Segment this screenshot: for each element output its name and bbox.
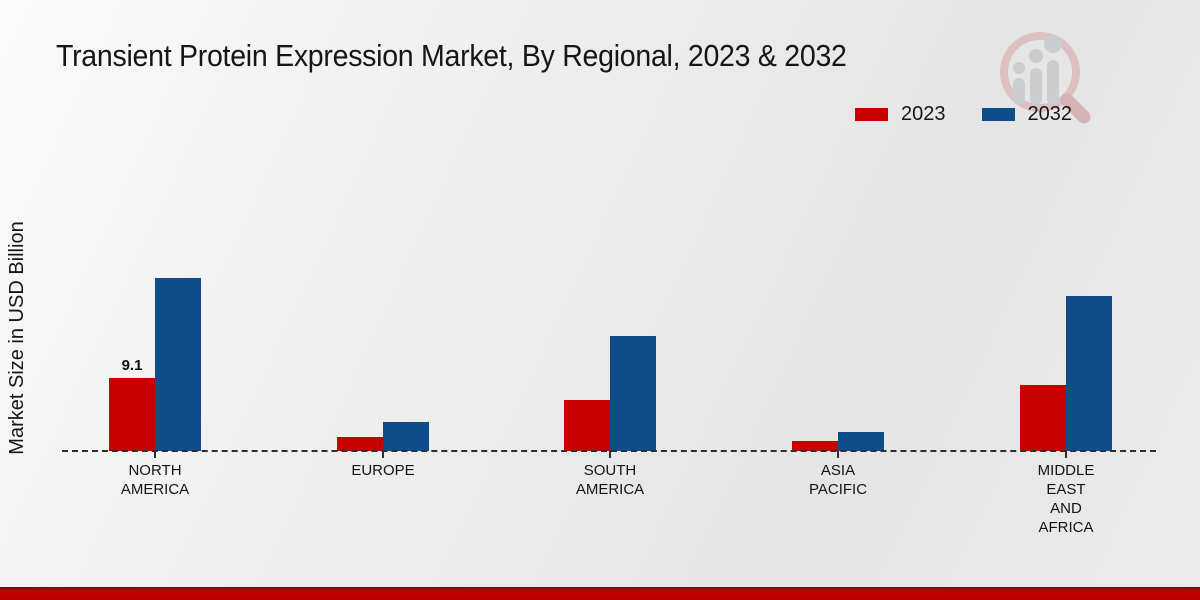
logo-dot-large bbox=[1044, 35, 1062, 53]
logo-dot-small bbox=[1013, 62, 1025, 74]
bar-2032-europe bbox=[383, 422, 429, 451]
bar-2032-middle-east-and-africa bbox=[1066, 296, 1112, 451]
category-label-south-america: SOUTH AMERICA bbox=[575, 462, 645, 498]
footer-stripe bbox=[0, 587, 1200, 600]
legend: 2023 2032 bbox=[855, 103, 1072, 126]
legend-item-2032: 2032 bbox=[981, 103, 1073, 126]
chart-title: Transient Protein Expression Market, By … bbox=[56, 38, 847, 73]
logo-bar-small bbox=[1013, 78, 1025, 105]
x-axis-baseline bbox=[62, 450, 1156, 452]
legend-label: 2023 bbox=[901, 103, 946, 125]
legend-label: 2032 bbox=[1027, 103, 1073, 125]
logo-dot-medium bbox=[1029, 49, 1043, 63]
bar-2032-north-america bbox=[155, 278, 201, 451]
x-axis-tick-middle-east-and-africa bbox=[1065, 451, 1067, 458]
bar-2023-europe bbox=[337, 437, 383, 451]
bar-2032-south-america bbox=[610, 336, 656, 451]
legend-swatch-2032 bbox=[981, 108, 1015, 121]
magnifier-bar-chart-logo bbox=[1000, 32, 1091, 124]
logo-bar-large bbox=[1047, 60, 1059, 105]
x-axis-tick-asia-pacific bbox=[837, 451, 839, 458]
category-label-europe: EUROPE bbox=[351, 462, 415, 479]
x-axis-tick-south-america bbox=[609, 451, 611, 458]
x-axis-tick-north-america bbox=[154, 451, 156, 458]
bar-2023-asia-pacific bbox=[792, 441, 838, 451]
category-label-asia-pacific: ASIA PACIFIC bbox=[808, 462, 868, 498]
logo-bar-medium bbox=[1030, 68, 1042, 105]
x-axis-tick-europe bbox=[382, 451, 384, 458]
category-label-north-america: NORTH AMERICA bbox=[120, 462, 190, 498]
bar-2023-middle-east-and-africa bbox=[1020, 385, 1066, 451]
category-label-middle-east-and-africa: MIDDLE EAST AND AFRICA bbox=[1037, 462, 1095, 536]
bar-2023-north-america bbox=[109, 378, 155, 451]
legend-swatch-2023 bbox=[855, 108, 888, 121]
legend-item-2023: 2023 bbox=[855, 103, 946, 126]
y-axis-label: Market Size in USD Billion bbox=[6, 221, 28, 455]
bar-2023-south-america bbox=[564, 400, 610, 451]
magnifier-ring bbox=[1000, 32, 1080, 112]
magnifier-handle bbox=[1060, 93, 1091, 124]
data-label-2023-north-america: 9.1 bbox=[121, 357, 143, 374]
bar-2032-asia-pacific bbox=[838, 432, 884, 451]
